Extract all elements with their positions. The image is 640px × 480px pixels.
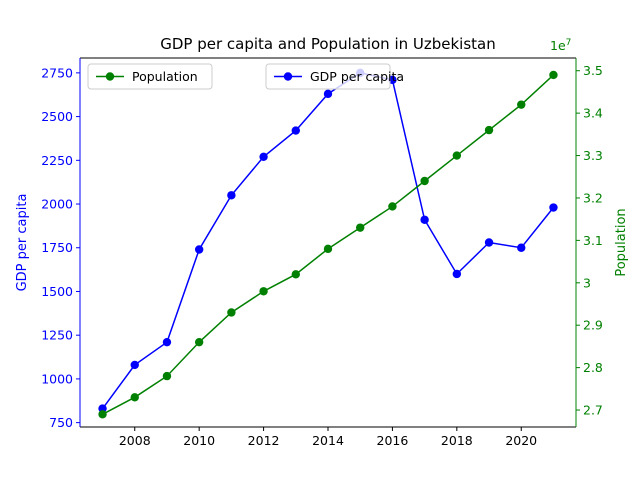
legend-label-0: Population — [132, 69, 198, 84]
left-axis-label: GDP per capita — [15, 194, 30, 292]
chart-title: GDP per capita and Population in Uzbekis… — [160, 35, 496, 53]
plot-area — [98, 68, 558, 419]
data-point-1-1 — [130, 393, 139, 402]
data-point-1-9 — [388, 202, 397, 211]
data-point-0-11 — [452, 269, 462, 279]
data-point-0-14 — [549, 203, 558, 212]
left-tick-label-5: 2000 — [41, 197, 73, 212]
x-tick-label-5: 2018 — [441, 433, 473, 448]
right-tick-label-1: 2.8 — [583, 360, 603, 375]
data-point-0-2 — [162, 337, 172, 347]
right-tick-label-8: 3.5 — [583, 63, 603, 78]
data-point-1-2 — [162, 371, 172, 381]
axes: 2008 2010 2012 2014 2016 2018 2020 750 1000 1250 1… — [15, 38, 629, 448]
data-point-0-3 — [194, 245, 204, 254]
data-point-1-6 — [291, 270, 300, 279]
x-tick-label-0: 2008 — [119, 433, 151, 448]
data-point-1-13 — [517, 100, 526, 109]
data-point-1-11 — [452, 151, 462, 160]
data-point-0-12 — [484, 238, 494, 247]
data-point-1-3 — [194, 337, 204, 347]
legends: Population GDP per capita — [87, 63, 404, 90]
left-tick-label-7: 2500 — [41, 109, 73, 124]
legend-box-1 — [265, 63, 391, 90]
right-tick-label-5: 3.2 — [583, 190, 603, 205]
right-tick-label-4: 3.1 — [583, 233, 603, 248]
legend-swatch-marker-0 — [105, 72, 115, 81]
data-point-1-0 — [98, 410, 107, 419]
left-tick-label-0: 750 — [49, 415, 73, 430]
data-point-1-4 — [227, 308, 236, 317]
data-point-1-7 — [323, 244, 333, 254]
legend-box-0 — [87, 63, 213, 90]
legend-label-1: GDP per capita — [310, 69, 404, 84]
x-tick-label-3: 2014 — [312, 433, 344, 448]
left-tick-label-4: 1750 — [41, 240, 73, 255]
right-tick-label-3: 3 — [583, 275, 591, 290]
data-point-1-10 — [420, 176, 429, 186]
data-point-0-6 — [291, 126, 300, 135]
x-tick-label-2: 2012 — [248, 433, 280, 448]
left-tick-label-1: 1000 — [41, 371, 73, 386]
data-point-1-8 — [356, 223, 365, 232]
data-point-1-5 — [259, 287, 268, 296]
data-point-0-4 — [227, 191, 236, 200]
left-tick-label-3: 1500 — [41, 284, 73, 299]
right-tick-label-6: 3.3 — [583, 148, 603, 163]
left-tick-label-8: 2750 — [41, 65, 73, 80]
data-point-0-5 — [259, 152, 268, 162]
x-tick-label-6: 2020 — [505, 433, 537, 448]
data-point-0-1 — [130, 360, 139, 370]
left-tick-label-2: 1250 — [41, 328, 73, 343]
x-tick-label-1: 2010 — [183, 433, 215, 448]
data-point-0-13 — [517, 243, 526, 252]
data-point-1-12 — [484, 125, 494, 135]
left-tick-label-6: 2250 — [41, 153, 73, 168]
data-point-0-7 — [323, 89, 333, 99]
right-axis-label: Population — [614, 208, 629, 276]
x-tick-label-4: 2016 — [377, 433, 409, 448]
right-tick-label-0: 2.7 — [583, 403, 603, 418]
right-tick-label-2: 2.9 — [583, 318, 603, 333]
data-point-1-14 — [549, 70, 558, 80]
legend-swatch-marker-1 — [283, 72, 293, 81]
right-tick-label-7: 3.4 — [583, 106, 603, 121]
data-point-0-10 — [420, 215, 429, 224]
